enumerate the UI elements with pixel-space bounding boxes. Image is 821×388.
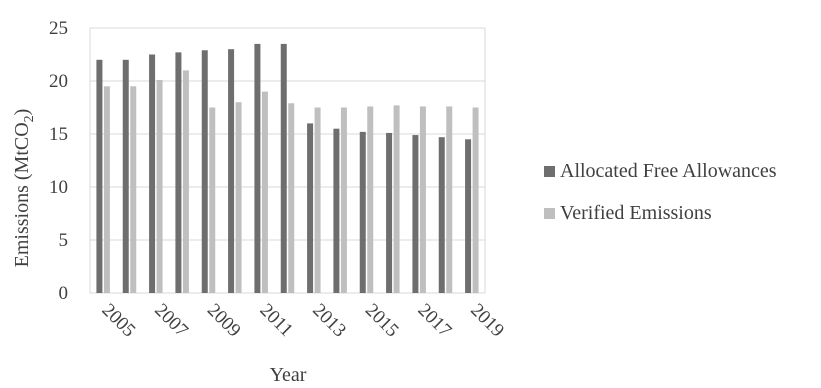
legend-swatch — [544, 208, 555, 219]
bar-allocated-2014 — [333, 128, 340, 293]
x-tick-label-2007: 2007 — [150, 300, 192, 342]
bars — [96, 43, 479, 294]
x-tick-label-2009: 2009 — [203, 300, 245, 342]
y-tick-label: 25 — [49, 18, 68, 39]
bar-allocated-2011 — [254, 43, 261, 294]
x-axis-ticks: 2005 2007 2009 2011 2013 2015 2017 2019 — [98, 300, 508, 342]
y-axis-ticks: 0 5 10 15 20 25 — [49, 18, 68, 304]
bar-verified-2009 — [209, 107, 216, 293]
y-tick-label: 10 — [49, 177, 68, 198]
x-tick-label-2005: 2005 — [98, 300, 140, 342]
x-tick-label-2015: 2015 — [361, 300, 403, 342]
bar-verified-2014 — [340, 107, 347, 293]
x-axis-title: Year — [270, 364, 307, 386]
bar-allocated-2013 — [307, 123, 314, 294]
bar-allocated-2006 — [122, 59, 129, 293]
bar-verified-2019 — [472, 107, 479, 293]
y-tick-label: 15 — [49, 124, 68, 145]
y-tick-label: 0 — [59, 283, 69, 304]
legend-label: Verified Emissions — [560, 202, 712, 224]
bar-allocated-2009 — [201, 50, 208, 294]
x-tick-label-2011: 2011 — [256, 300, 297, 341]
bar-allocated-2010 — [228, 49, 235, 294]
bar-allocated-2017 — [412, 135, 419, 293]
bar-verified-2007 — [156, 79, 163, 293]
bar-verified-2018 — [446, 106, 453, 293]
bar-allocated-2016 — [386, 132, 393, 293]
bar-verified-2015 — [367, 106, 374, 293]
bar-allocated-2015 — [359, 131, 366, 293]
bar-verified-2010 — [235, 102, 242, 293]
y-axis-title: Emissions (MtCO2) — [11, 109, 37, 268]
legend: Allocated Free Allowances Verified Emissi… — [544, 160, 777, 224]
bar-allocated-2019 — [465, 139, 472, 293]
x-tick-label-2019: 2019 — [466, 300, 508, 342]
bar-verified-2008 — [182, 70, 189, 294]
bar-allocated-2005 — [96, 59, 103, 293]
bar-verified-2013 — [314, 107, 321, 293]
y-axis-title-subscript: 2 — [22, 115, 37, 122]
bar-allocated-2007 — [149, 54, 156, 293]
bar-allocated-2008 — [175, 52, 182, 293]
bar-verified-2016 — [393, 105, 400, 293]
bar-verified-2006 — [130, 86, 137, 293]
bar-verified-2017 — [419, 106, 426, 293]
bar-verified-2012 — [288, 103, 295, 293]
bar-allocated-2012 — [280, 43, 287, 294]
bar-verified-2011 — [261, 91, 268, 293]
gridlines — [89, 27, 486, 294]
bar-allocated-2018 — [438, 137, 445, 293]
bar-verified-2005 — [103, 86, 110, 293]
x-tick-label-2013: 2013 — [308, 300, 350, 342]
y-axis-title-suffix: ) — [11, 109, 33, 116]
y-tick-label: 20 — [49, 71, 68, 92]
y-tick-label: 5 — [59, 230, 69, 251]
x-tick-label-2017: 2017 — [414, 300, 456, 342]
legend-swatch — [544, 166, 555, 177]
legend-label: Allocated Free Allowances — [560, 160, 777, 182]
